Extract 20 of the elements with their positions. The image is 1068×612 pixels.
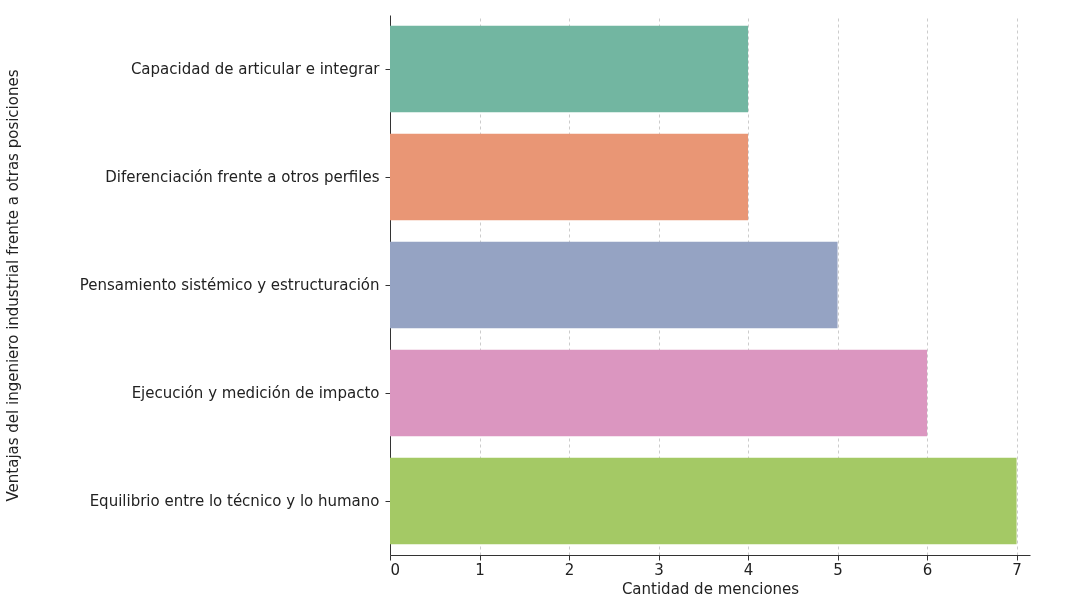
- y-tick-label: Diferenciación frente a otros perfiles: [105, 168, 380, 186]
- bar: [390, 349, 928, 437]
- bar: [390, 25, 749, 113]
- y-tick-label: Ejecución y medición de impacto: [131, 384, 380, 402]
- x-tick-label: 0: [390, 560, 401, 579]
- bar: [390, 133, 749, 221]
- x-tick-label: 7: [1012, 560, 1022, 579]
- x-tick-label: 3: [654, 560, 664, 579]
- y-tick-label: Pensamiento sistémico y estructuración: [79, 276, 380, 294]
- bar: [390, 241, 838, 329]
- x-tick-label: 2: [564, 560, 575, 579]
- x-tick-label: 4: [743, 560, 754, 579]
- x-tick-label: 5: [833, 560, 843, 579]
- x-tick-label: 1: [475, 560, 485, 579]
- y-tick-label: Capacidad de articular e integrar: [130, 60, 381, 78]
- x-axis-title: Cantidad de menciones: [621, 579, 800, 598]
- y-axis-title: Ventajas del ingeniero industrial frente a otras posiciones: [3, 69, 22, 502]
- y-tick-label: Equilibrio entre lo técnico y lo humano: [89, 492, 380, 510]
- bar: [390, 457, 1017, 545]
- x-tick-label: 6: [922, 560, 933, 579]
